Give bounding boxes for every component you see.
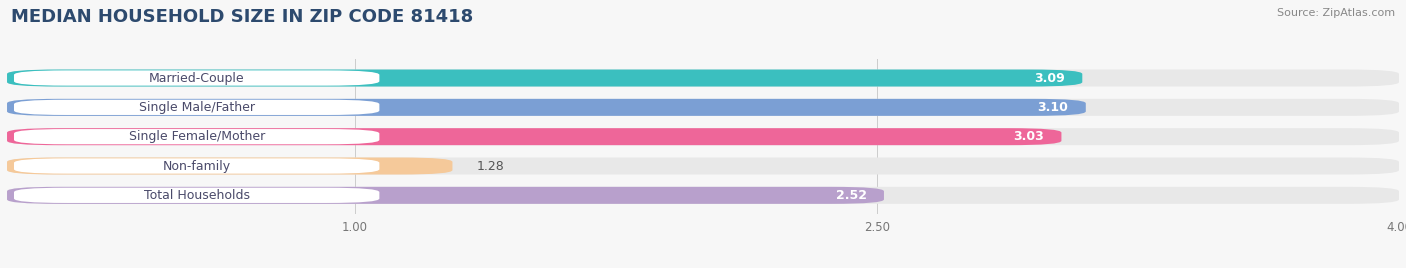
Text: 2.52: 2.52	[835, 189, 866, 202]
FancyBboxPatch shape	[7, 99, 1399, 116]
Text: 1.28: 1.28	[477, 159, 505, 173]
FancyBboxPatch shape	[14, 129, 380, 144]
Text: Single Female/Mother: Single Female/Mother	[128, 130, 264, 143]
Text: 3.09: 3.09	[1035, 72, 1064, 84]
FancyBboxPatch shape	[7, 187, 884, 204]
FancyBboxPatch shape	[14, 158, 380, 174]
FancyBboxPatch shape	[14, 70, 380, 86]
FancyBboxPatch shape	[7, 128, 1062, 145]
Text: MEDIAN HOUSEHOLD SIZE IN ZIP CODE 81418: MEDIAN HOUSEHOLD SIZE IN ZIP CODE 81418	[11, 8, 474, 26]
FancyBboxPatch shape	[7, 99, 1085, 116]
FancyBboxPatch shape	[7, 158, 453, 174]
FancyBboxPatch shape	[14, 100, 380, 115]
Text: 3.03: 3.03	[1014, 130, 1045, 143]
FancyBboxPatch shape	[7, 69, 1399, 87]
FancyBboxPatch shape	[7, 128, 1399, 145]
FancyBboxPatch shape	[7, 158, 1399, 174]
Text: Single Male/Father: Single Male/Father	[139, 101, 254, 114]
Text: 3.10: 3.10	[1038, 101, 1069, 114]
Text: Married-Couple: Married-Couple	[149, 72, 245, 84]
Text: Source: ZipAtlas.com: Source: ZipAtlas.com	[1277, 8, 1395, 18]
Text: Total Households: Total Households	[143, 189, 250, 202]
FancyBboxPatch shape	[7, 69, 1083, 87]
FancyBboxPatch shape	[14, 188, 380, 203]
FancyBboxPatch shape	[7, 187, 1399, 204]
Text: Non-family: Non-family	[163, 159, 231, 173]
